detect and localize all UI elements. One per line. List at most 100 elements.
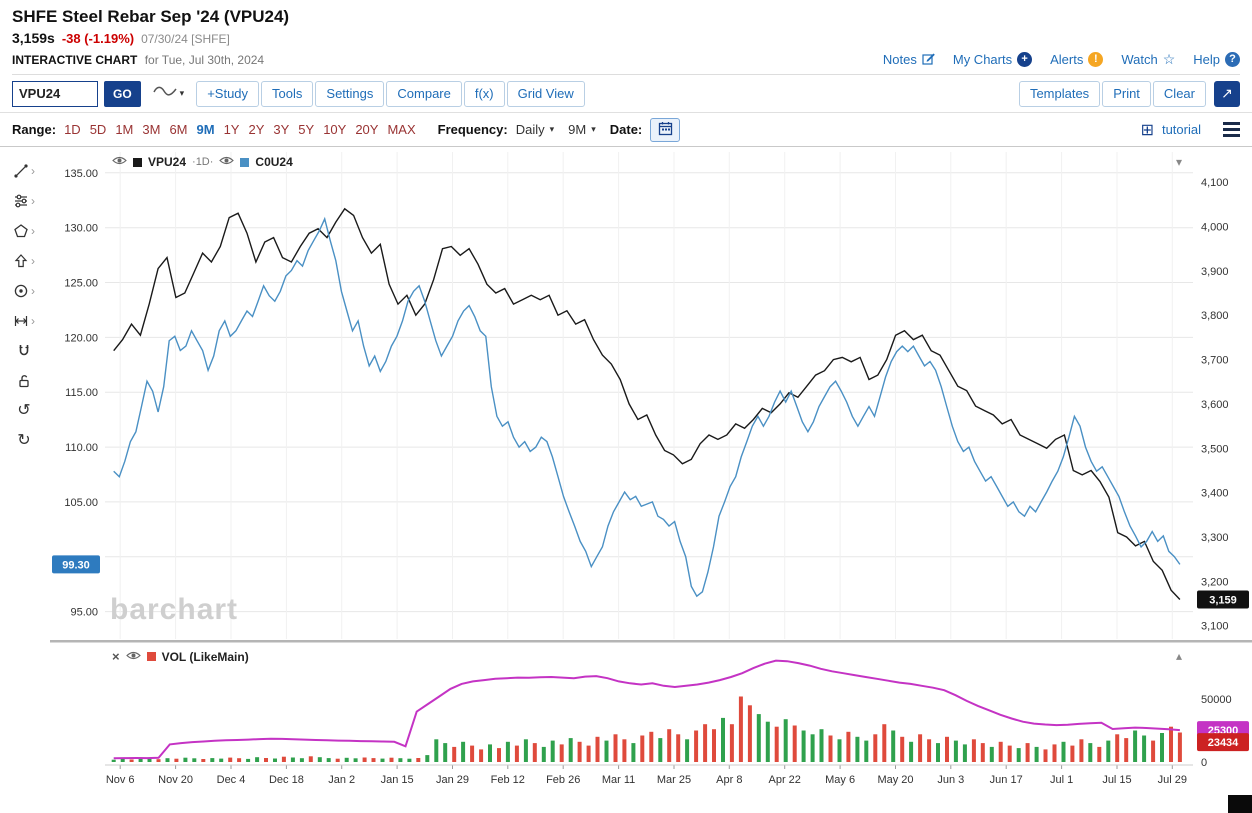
- left-price-badge: [52, 555, 100, 574]
- toolbar-button-tools[interactable]: Tools: [261, 80, 314, 107]
- range-1y[interactable]: 1Y: [223, 122, 240, 137]
- volume-bar: [326, 758, 331, 762]
- volume-bar: [380, 758, 385, 762]
- notes-link[interactable]: Notes: [883, 52, 935, 68]
- eye-icon[interactable]: [219, 155, 235, 169]
- volume-bar: [183, 757, 188, 762]
- toolbar-button-clear[interactable]: Clear: [1152, 80, 1206, 107]
- hamburger-icon[interactable]: [1223, 119, 1240, 140]
- arrow-tool[interactable]: ›: [3, 251, 45, 271]
- undo-button[interactable]: ↺: [17, 402, 31, 419]
- left-axis-label: 120.00: [64, 332, 98, 344]
- volume-bar: [1142, 735, 1147, 762]
- volume-bar: [138, 758, 143, 762]
- range-2y[interactable]: 2Y: [248, 122, 265, 137]
- volume-bar: [819, 729, 824, 762]
- left-axis-label: 125.00: [64, 278, 98, 290]
- toolbar-button-print[interactable]: Print: [1102, 80, 1151, 107]
- expand-chart-button[interactable]: ↗: [1214, 80, 1240, 107]
- series2-swatch: [240, 157, 250, 167]
- lock-tool[interactable]: [3, 371, 45, 391]
- toolbar-button-grid-view[interactable]: Grid View: [506, 80, 585, 107]
- volume-bar: [147, 758, 152, 762]
- volume-bar: [488, 744, 492, 762]
- calendar-button[interactable]: [650, 117, 681, 142]
- tutorial-link[interactable]: tutorial: [1161, 122, 1201, 137]
- range-1m[interactable]: 1M: [115, 122, 134, 137]
- volume-bar: [434, 739, 439, 762]
- redo-button[interactable]: ↻: [17, 432, 31, 449]
- range-3y[interactable]: 3Y: [273, 122, 290, 137]
- range-5y[interactable]: 5Y: [298, 122, 315, 137]
- x-axis-label: Feb 26: [546, 774, 580, 786]
- my-charts-link[interactable]: My Charts +: [952, 52, 1033, 67]
- chart-canvas[interactable]: Nov 6 Nov 20 Dec 4 Dec 18 Jan 2 Jan 15 Jan 29 F…: [0, 147, 1252, 792]
- chevron-down-icon: ▾: [549, 124, 555, 134]
- close-icon[interactable]: ×: [112, 649, 120, 664]
- chevron-down-icon[interactable]: ▾: [1175, 155, 1182, 169]
- volume-bar: [201, 759, 206, 762]
- price-line-c0u24: [113, 216, 1181, 598]
- go-button[interactable]: GO: [104, 80, 141, 107]
- toolbar-button-compare[interactable]: Compare: [386, 80, 462, 107]
- range-1d[interactable]: 1D: [64, 122, 81, 137]
- range-3m[interactable]: 3M: [142, 122, 161, 137]
- range-9m[interactable]: 9M: [196, 122, 215, 137]
- line-style-selector[interactable]: ▾: [153, 84, 184, 103]
- chevron-up-icon[interactable]: ▴: [1175, 649, 1182, 663]
- volume-bar: [613, 734, 618, 762]
- submenu-chevron-icon: ›: [31, 314, 35, 328]
- eye-icon[interactable]: [112, 155, 127, 169]
- alerts-link[interactable]: Alerts!: [1050, 52, 1104, 67]
- measure-tool[interactable]: ›: [3, 311, 45, 331]
- symbol-input[interactable]: [12, 80, 98, 107]
- range-10y[interactable]: 10Y: [323, 122, 347, 137]
- volume-bar: [1133, 730, 1138, 762]
- volume-bar: [694, 730, 699, 762]
- volume-bar: [514, 745, 519, 762]
- volume-swatch: [146, 652, 156, 661]
- volume-value-badge: [1197, 733, 1249, 752]
- toolbar-button-study[interactable]: +Study: [196, 80, 260, 107]
- range-max[interactable]: MAX: [387, 122, 416, 137]
- volume-bar: [1115, 734, 1120, 762]
- range-20y[interactable]: 20Y: [355, 122, 379, 137]
- help-link[interactable]: Help?: [1193, 52, 1240, 67]
- volume-bar: [497, 748, 501, 762]
- volume-bar: [738, 696, 743, 762]
- eye-icon[interactable]: [125, 650, 141, 664]
- volume-bar: [891, 730, 896, 762]
- toolbar-button-templates[interactable]: Templates: [1018, 80, 1101, 107]
- toolbar-button-f-x[interactable]: f(x): [463, 80, 505, 107]
- volume-bar: [676, 734, 681, 762]
- volume-bar: [1070, 745, 1075, 762]
- volume-bar: [936, 743, 940, 762]
- frequency-dropdown[interactable]: Daily ▾: [516, 122, 554, 137]
- magnet-tool[interactable]: [3, 341, 45, 361]
- panel-divider[interactable]: [50, 640, 1252, 643]
- period-dropdown[interactable]: 9M ▾: [568, 122, 596, 137]
- volume-bar: [667, 729, 672, 762]
- range-6m[interactable]: 6M: [169, 122, 188, 137]
- volume-bar: [945, 736, 949, 762]
- right-axis-label: 4,100: [1201, 177, 1229, 189]
- right-axis-label: 3,100: [1201, 621, 1229, 633]
- indicators-tool[interactable]: ›: [3, 191, 45, 211]
- shapes-tool[interactable]: ›: [3, 221, 45, 241]
- range-5d[interactable]: 5D: [89, 122, 107, 137]
- period-value: 9M: [568, 122, 587, 137]
- toolbar-button-settings[interactable]: Settings: [315, 80, 385, 107]
- watch-link[interactable]: Watch ☆: [1121, 51, 1175, 68]
- my-charts-label: My Charts: [952, 52, 1013, 67]
- volume-bar: [792, 725, 797, 762]
- annotation-tool[interactable]: ›: [3, 281, 45, 301]
- series2-label: C0U24: [255, 155, 293, 169]
- volume-bar: [362, 757, 367, 762]
- barchart-watermark: barchart: [110, 593, 239, 626]
- volume-bar: [595, 736, 600, 762]
- trendline-tool[interactable]: ›: [3, 161, 45, 181]
- volume-bar: [335, 758, 340, 762]
- right-axis-label: 3,300: [1201, 532, 1229, 544]
- volume-bar: [1177, 732, 1182, 762]
- volume-bar: [998, 741, 1003, 762]
